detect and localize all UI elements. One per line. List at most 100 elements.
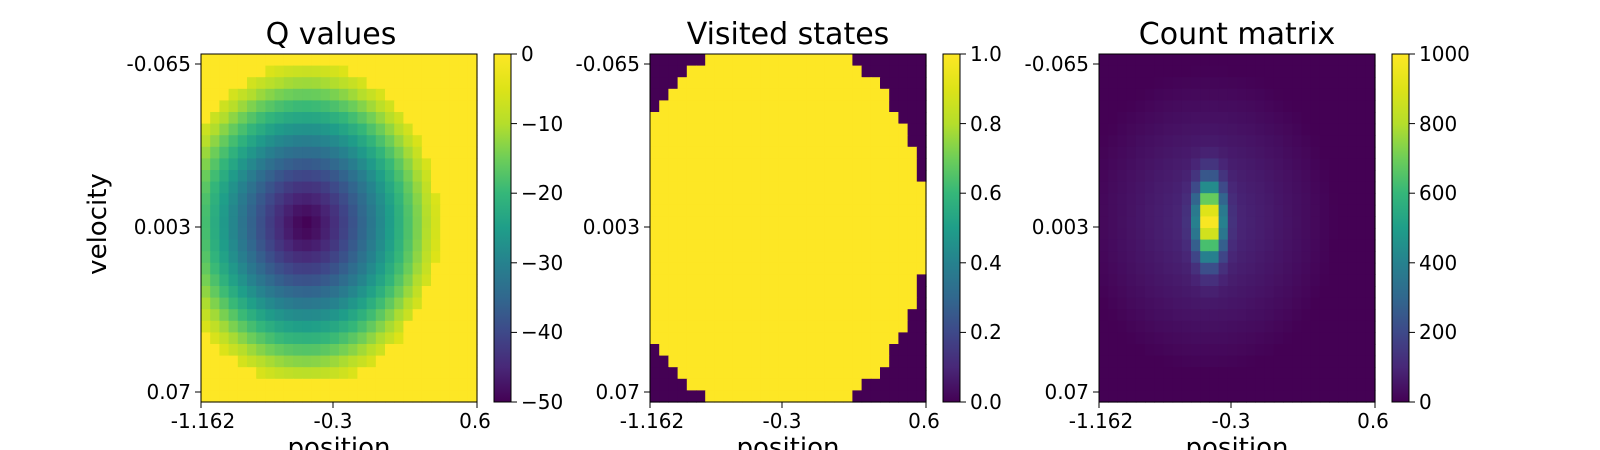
heatmap-cell <box>366 77 377 90</box>
heatmap-cell <box>329 355 340 368</box>
heatmap-cell <box>329 262 340 275</box>
heatmap-cell <box>1273 262 1284 275</box>
heatmap-cell <box>467 367 478 380</box>
heatmap-cell <box>421 112 432 125</box>
heatmap-cell <box>247 297 257 310</box>
heatmap-cell <box>677 65 688 78</box>
heatmap-cell <box>1126 77 1137 90</box>
heatmap-cell <box>1237 390 1247 403</box>
heatmap-cell <box>778 77 789 90</box>
heatmap-cell <box>668 228 679 241</box>
heatmap-cell <box>760 135 771 148</box>
heatmap-cell <box>458 297 469 310</box>
heatmap-cell <box>1264 320 1275 333</box>
heatmap-cell <box>219 204 230 217</box>
heatmap-cell <box>201 274 211 287</box>
heatmap-cell <box>320 112 331 125</box>
heatmap-cell <box>421 158 432 171</box>
heatmap-cell <box>1191 367 1201 380</box>
heatmap-cell <box>834 344 844 357</box>
heatmap-cell <box>274 158 285 171</box>
heatmap-cell <box>659 262 669 275</box>
heatmap-cell <box>329 112 340 125</box>
heatmap-cell <box>1255 332 1266 345</box>
heatmap-cell <box>431 181 441 194</box>
y-axis: -0.065 0.003 0.07 <box>576 52 650 404</box>
heatmap-cell <box>824 65 835 78</box>
heatmap-cell <box>870 181 881 194</box>
heatmap-cell <box>339 251 349 264</box>
heatmap-cell <box>824 135 835 148</box>
heatmap-cell <box>1181 216 1192 229</box>
heatmap-cell <box>1292 77 1302 90</box>
x-axis-label: position <box>737 433 840 450</box>
heatmap-cell <box>311 100 322 113</box>
heatmap-cell <box>1181 77 1192 90</box>
heatmap-cell <box>219 378 230 391</box>
heatmap-cell <box>1172 228 1183 241</box>
heatmap-cell <box>686 88 697 101</box>
heatmap-cell <box>440 112 450 125</box>
heatmap-cell <box>394 216 404 229</box>
heatmap-cell <box>265 239 276 252</box>
heatmap-cell <box>1255 228 1266 241</box>
heatmap-cell <box>467 54 478 67</box>
heatmap-cell <box>824 262 835 275</box>
chart-title: Count matrix <box>1139 17 1335 52</box>
heatmap-cell <box>348 88 358 101</box>
heatmap-cell <box>1365 216 1376 229</box>
heatmap-cell <box>1145 390 1155 403</box>
heatmap-cell <box>1329 390 1339 403</box>
heatmap-cell <box>339 65 349 78</box>
heatmap-cell <box>1145 112 1155 125</box>
heatmap-cell <box>788 65 798 78</box>
heatmap-cell <box>449 378 460 391</box>
heatmap-cell <box>1338 309 1348 322</box>
heatmap-cell <box>760 251 771 264</box>
heatmap-cell <box>237 332 248 345</box>
heatmap-cell <box>274 344 285 357</box>
heatmap-cell <box>403 112 414 125</box>
heatmap-cell <box>348 332 358 345</box>
heatmap-cell <box>1135 286 1146 299</box>
heatmap-cell <box>1329 193 1339 206</box>
heatmap-cell <box>742 216 752 229</box>
heatmap-cell <box>1209 170 1220 183</box>
heatmap-cell <box>219 123 230 136</box>
heatmap-cell <box>1108 309 1118 322</box>
heatmap-cell <box>1200 228 1210 241</box>
heatmap-cell <box>1237 367 1247 380</box>
heatmap-cell <box>1218 355 1229 368</box>
heatmap-cell <box>1181 228 1192 241</box>
heatmap-cell <box>788 320 798 333</box>
heatmap-cell <box>1154 344 1164 357</box>
heatmap-cell <box>1292 228 1302 241</box>
heatmap-cell <box>769 297 780 310</box>
heatmap-cell <box>898 378 909 391</box>
heatmap-cell <box>1209 54 1220 67</box>
heatmap-cell <box>751 100 761 113</box>
heatmap-cell <box>210 251 220 264</box>
heatmap-cell <box>723 378 734 391</box>
heatmap-cell <box>1237 274 1247 287</box>
heatmap-cell <box>852 77 863 90</box>
heatmap-cell <box>237 88 248 101</box>
heatmap-cell <box>311 65 322 78</box>
heatmap-cell <box>1181 390 1192 403</box>
heatmap-cell <box>366 390 377 403</box>
heatmap-cell <box>366 332 377 345</box>
heatmap-cell <box>467 228 478 241</box>
heatmap-cell <box>889 251 899 264</box>
heatmap-cell <box>1172 100 1183 113</box>
heatmap-cell <box>283 181 294 194</box>
heatmap-cell <box>293 193 303 206</box>
heatmap-cell <box>265 367 276 380</box>
heatmap-cell <box>1172 193 1183 206</box>
heatmap-cell <box>714 355 725 368</box>
heatmap-cell <box>1301 344 1312 357</box>
heatmap-cell <box>201 228 211 241</box>
heatmap-cell <box>385 228 395 241</box>
heatmap-cell <box>375 297 386 310</box>
heatmap-cell <box>1154 228 1164 241</box>
heatmap-cell <box>1227 251 1238 264</box>
